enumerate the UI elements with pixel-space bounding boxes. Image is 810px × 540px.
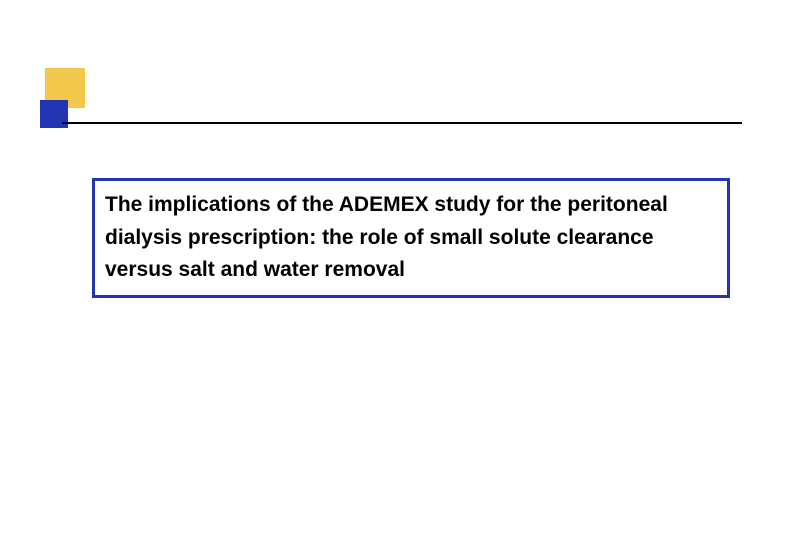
title-text: The implications of the ADEMEX study for…: [105, 189, 717, 287]
slide: The implications of the ADEMEX study for…: [0, 0, 810, 540]
header-divider-line: [62, 122, 742, 124]
title-box: The implications of the ADEMEX study for…: [92, 178, 730, 298]
